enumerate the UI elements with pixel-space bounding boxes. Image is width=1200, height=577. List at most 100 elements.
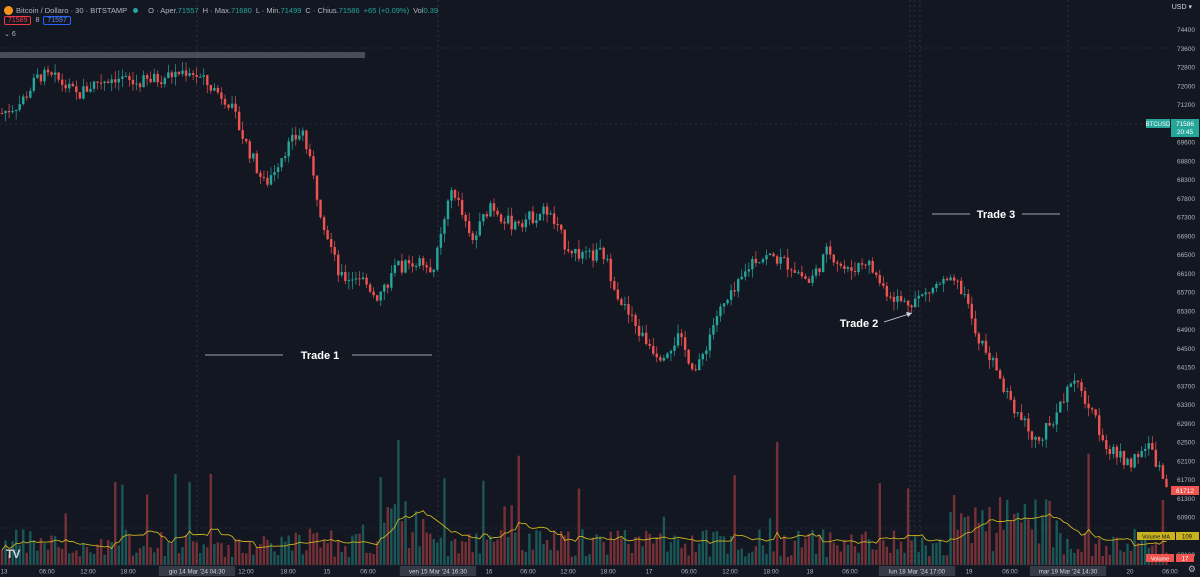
candle-body [736, 279, 740, 292]
volume-bar [1087, 453, 1090, 565]
volume-bar [1115, 537, 1119, 565]
volume-bar [1108, 554, 1112, 565]
buy-button[interactable]: 71597 [43, 16, 71, 25]
candle-body [998, 370, 1002, 379]
volume-bar [910, 540, 913, 565]
volume-bar [460, 541, 464, 565]
candle-body [82, 86, 85, 99]
spread-value: 8 [35, 17, 40, 24]
volume-bar [121, 484, 124, 565]
volume-bar [188, 482, 191, 565]
candle-body [1034, 437, 1037, 440]
candle-body [354, 278, 358, 280]
candle-body [623, 304, 627, 306]
candle-body [524, 219, 528, 228]
volume-bar [570, 556, 574, 565]
trade1-label: Trade 1 [301, 350, 340, 362]
candle-body [591, 250, 595, 261]
volume-bar [167, 541, 170, 565]
volume-bar [400, 521, 404, 565]
candle-body [206, 75, 209, 86]
volume-bar [761, 545, 765, 565]
volume-bar [379, 477, 382, 565]
price-tick-label: 62500 [1177, 440, 1195, 447]
volume-bar [807, 533, 811, 565]
volume-bar [705, 529, 708, 565]
candle-body [390, 273, 393, 288]
volume-bar [521, 550, 524, 565]
candle-body [1105, 440, 1108, 450]
volume-bar [485, 539, 489, 565]
symbol-title[interactable]: Bitcoin / Dollaro · 30 · BITSTAMP [16, 5, 128, 15]
time-axis[interactable]: 13 06:00 12:00 18:00 gio 14 Mar '24 04:30 12:… [0, 564, 1200, 577]
candle-body [407, 260, 411, 264]
candle-body [308, 149, 312, 157]
price-tick-label: 64900 [1177, 327, 1195, 334]
volume-bar [216, 542, 220, 565]
indicators-toggle[interactable]: ⌄ 6 [4, 30, 16, 38]
candle-body [138, 83, 142, 88]
candle-body [11, 111, 14, 113]
volume-bar [14, 529, 18, 565]
candle-body [503, 221, 506, 224]
symbol-legend[interactable]: Bitcoin / Dollaro · 30 · BITSTAMP O · Ap… [4, 3, 438, 17]
sell-button[interactable]: 71589 [4, 16, 32, 25]
price-axis[interactable]: 7440073600728007200071200704006960068800… [1170, 0, 1200, 565]
price-tick-label: 71200 [1177, 102, 1195, 109]
volume-bar [595, 534, 598, 565]
symbol-tag [1146, 119, 1170, 128]
volume-bar [11, 541, 14, 565]
volume-bar [535, 530, 538, 565]
candle-body [556, 223, 559, 225]
volume-bar [722, 536, 726, 565]
chevron-down-icon: ▾ [1188, 4, 1192, 11]
candle-body [375, 295, 379, 301]
volume-bar [591, 537, 595, 565]
volume-bar [450, 541, 453, 565]
time-tick-label: 12:00 [560, 569, 576, 576]
volume-bar [775, 441, 779, 565]
candle-body [478, 221, 482, 236]
candle-body [1059, 401, 1062, 413]
candle-body [959, 280, 963, 295]
candle-body [1002, 378, 1005, 392]
candle-body [620, 299, 623, 306]
volume-bar [846, 544, 850, 565]
candle-body [807, 278, 811, 283]
time-tick-label: 19 [966, 569, 973, 576]
volume-bar [659, 533, 662, 565]
currency-selector[interactable]: USD ▾ [1172, 3, 1192, 11]
volume-bar [506, 537, 510, 565]
tradingview-logo[interactable]: TV [6, 547, 20, 561]
volume-bar [202, 544, 205, 565]
candle-body [245, 138, 248, 142]
volume-bar [492, 541, 496, 565]
volume-bar [634, 537, 637, 565]
volume-bar [220, 543, 223, 565]
candle-body [751, 258, 754, 270]
candle-body [291, 134, 294, 142]
volume-bar [319, 547, 322, 565]
candle-body [344, 271, 347, 282]
volume-bar [1048, 500, 1051, 565]
volume-bar [1090, 555, 1094, 565]
volume-bar [882, 540, 885, 565]
gear-icon[interactable]: ⚙ [1187, 564, 1196, 574]
volume-bar [786, 556, 789, 565]
volume-bar [344, 546, 347, 565]
candle-body [744, 271, 747, 277]
candle-body [917, 295, 920, 299]
candle-body [574, 248, 577, 254]
candle-body [1069, 383, 1073, 387]
volume-bar [468, 533, 471, 565]
candle-body [492, 203, 496, 211]
volume-bar [1083, 532, 1087, 565]
volume-bar [181, 547, 184, 565]
candle-body [347, 280, 351, 282]
volume-bar [853, 546, 857, 565]
volume-bar [138, 548, 142, 565]
volume-bar [878, 483, 881, 565]
candle-body [535, 220, 538, 224]
candle-body [0, 113, 4, 115]
